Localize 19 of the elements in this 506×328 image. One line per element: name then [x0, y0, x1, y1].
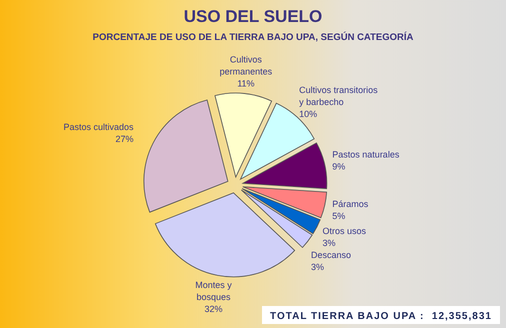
chart-title: USO DEL SUELO [184, 7, 322, 26]
data-label: 9% [332, 161, 346, 172]
slice-label: Descanso [310, 250, 352, 260]
data-label: 11% [237, 78, 255, 89]
text: TOTAL TIERRA BAJO UPA : 12,355,831 [270, 311, 492, 322]
data-label: 32% [204, 304, 222, 314]
data-label: 3% [310, 262, 324, 272]
slice-label: Otros usos [322, 226, 367, 236]
data-label: 27% [115, 134, 134, 144]
slice-label: Cultivos transitorios y barbecho [299, 85, 378, 107]
slice-label: Pastos naturales [332, 149, 400, 160]
data-label: 3% [322, 238, 336, 248]
slice-label: Páramos [332, 199, 369, 210]
slice-label: Cultivos permanentes [220, 54, 273, 77]
chart-subtitle: PORCENTAJE DE USO DE LA TIERRA BAJO UPA, SEGÚN CATEGORÍA [92, 31, 414, 43]
slice-label: Montes y bosques [195, 280, 232, 302]
data-label: 10% [299, 109, 318, 119]
slice-label: Pastos cultivados [63, 122, 134, 132]
data-label: 5% [332, 211, 346, 222]
